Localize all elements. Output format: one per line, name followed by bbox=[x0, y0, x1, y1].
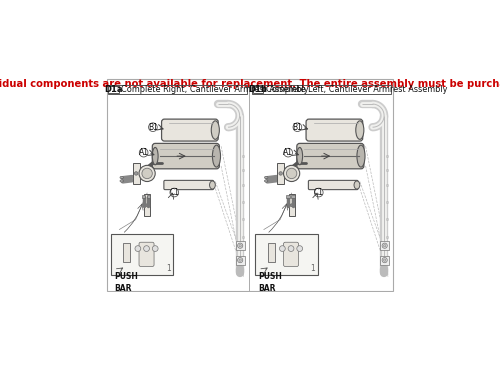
Circle shape bbox=[170, 188, 178, 197]
Text: C1: C1 bbox=[170, 188, 179, 197]
Text: B1: B1 bbox=[292, 123, 302, 132]
Bar bbox=[144, 194, 150, 216]
Bar bbox=[236, 241, 245, 250]
Circle shape bbox=[239, 259, 242, 261]
FancyBboxPatch shape bbox=[162, 119, 218, 141]
FancyBboxPatch shape bbox=[152, 144, 220, 169]
Text: o: o bbox=[386, 182, 389, 188]
Bar bbox=[255, 234, 318, 275]
Bar bbox=[132, 163, 140, 184]
Ellipse shape bbox=[357, 145, 365, 167]
Ellipse shape bbox=[286, 168, 297, 179]
Ellipse shape bbox=[152, 147, 158, 165]
Circle shape bbox=[144, 246, 150, 252]
Ellipse shape bbox=[212, 121, 220, 139]
Ellipse shape bbox=[356, 121, 364, 139]
FancyBboxPatch shape bbox=[308, 181, 358, 189]
Text: D1a: D1a bbox=[104, 85, 123, 94]
FancyBboxPatch shape bbox=[306, 119, 362, 141]
Circle shape bbox=[384, 259, 386, 261]
Bar bbox=[108, 86, 119, 93]
Circle shape bbox=[238, 258, 243, 263]
Ellipse shape bbox=[354, 181, 360, 189]
Ellipse shape bbox=[284, 165, 300, 182]
Bar bbox=[110, 234, 173, 275]
Ellipse shape bbox=[142, 168, 152, 179]
Bar bbox=[291, 195, 294, 198]
Bar bbox=[288, 194, 294, 216]
Bar bbox=[142, 195, 146, 198]
Circle shape bbox=[290, 204, 293, 207]
Text: o: o bbox=[242, 235, 244, 239]
Text: o: o bbox=[242, 154, 244, 159]
Circle shape bbox=[280, 246, 285, 252]
Text: o: o bbox=[386, 217, 389, 222]
Ellipse shape bbox=[264, 180, 268, 182]
Circle shape bbox=[238, 243, 243, 248]
Text: D1b: D1b bbox=[248, 85, 268, 94]
FancyBboxPatch shape bbox=[284, 242, 298, 266]
Text: o: o bbox=[386, 154, 389, 159]
Circle shape bbox=[382, 258, 388, 263]
Ellipse shape bbox=[297, 147, 302, 165]
Circle shape bbox=[293, 123, 302, 132]
FancyBboxPatch shape bbox=[139, 242, 154, 266]
Bar bbox=[236, 256, 245, 265]
Bar bbox=[380, 256, 390, 265]
Bar bbox=[252, 85, 391, 94]
Text: 1: 1 bbox=[310, 264, 316, 273]
Circle shape bbox=[140, 148, 148, 157]
Text: o: o bbox=[242, 217, 244, 222]
Text: *** Individual components are not available for replacement. The entire assembly: *** Individual components are not availa… bbox=[0, 79, 500, 89]
Bar bbox=[380, 241, 390, 250]
FancyBboxPatch shape bbox=[297, 144, 364, 169]
Circle shape bbox=[279, 172, 282, 175]
Circle shape bbox=[148, 123, 157, 132]
Circle shape bbox=[239, 245, 242, 247]
Text: A1: A1 bbox=[138, 148, 148, 157]
Ellipse shape bbox=[264, 176, 268, 179]
Text: C1: C1 bbox=[314, 188, 324, 197]
Circle shape bbox=[134, 172, 138, 175]
Text: o: o bbox=[242, 168, 244, 173]
Text: o: o bbox=[386, 200, 389, 205]
Ellipse shape bbox=[120, 176, 124, 179]
Bar bbox=[253, 86, 264, 93]
Bar bbox=[268, 243, 275, 262]
Circle shape bbox=[382, 243, 388, 248]
Ellipse shape bbox=[210, 181, 216, 189]
Bar bbox=[124, 243, 130, 262]
Text: o: o bbox=[386, 168, 389, 173]
Ellipse shape bbox=[212, 145, 220, 167]
Circle shape bbox=[135, 246, 141, 252]
FancyBboxPatch shape bbox=[164, 181, 214, 189]
Text: o: o bbox=[242, 182, 244, 188]
Bar bbox=[286, 195, 290, 198]
Text: o: o bbox=[386, 235, 389, 239]
Text: o: o bbox=[242, 255, 244, 260]
Text: o: o bbox=[242, 200, 244, 205]
Circle shape bbox=[146, 204, 148, 207]
Bar bbox=[146, 195, 150, 198]
Ellipse shape bbox=[120, 180, 124, 182]
Circle shape bbox=[297, 246, 302, 252]
Text: PUSH
BAR: PUSH BAR bbox=[258, 272, 282, 293]
Circle shape bbox=[314, 188, 323, 197]
Text: A1: A1 bbox=[283, 148, 293, 157]
Text: 1: 1 bbox=[166, 264, 171, 273]
Text: PUSH
BAR: PUSH BAR bbox=[114, 272, 138, 293]
Circle shape bbox=[284, 148, 292, 157]
Text: Complete Left, Cantilever Armrest Assembly: Complete Left, Cantilever Armrest Assemb… bbox=[266, 85, 447, 94]
Text: B1: B1 bbox=[148, 123, 158, 132]
Ellipse shape bbox=[139, 165, 155, 182]
Circle shape bbox=[288, 246, 294, 252]
Text: o: o bbox=[386, 255, 389, 260]
Circle shape bbox=[152, 246, 158, 252]
Bar bbox=[108, 85, 246, 94]
Text: Complete Right, Cantilever Armrest Assembly: Complete Right, Cantilever Armrest Assem… bbox=[121, 85, 308, 94]
Bar bbox=[277, 163, 284, 184]
Circle shape bbox=[384, 245, 386, 247]
